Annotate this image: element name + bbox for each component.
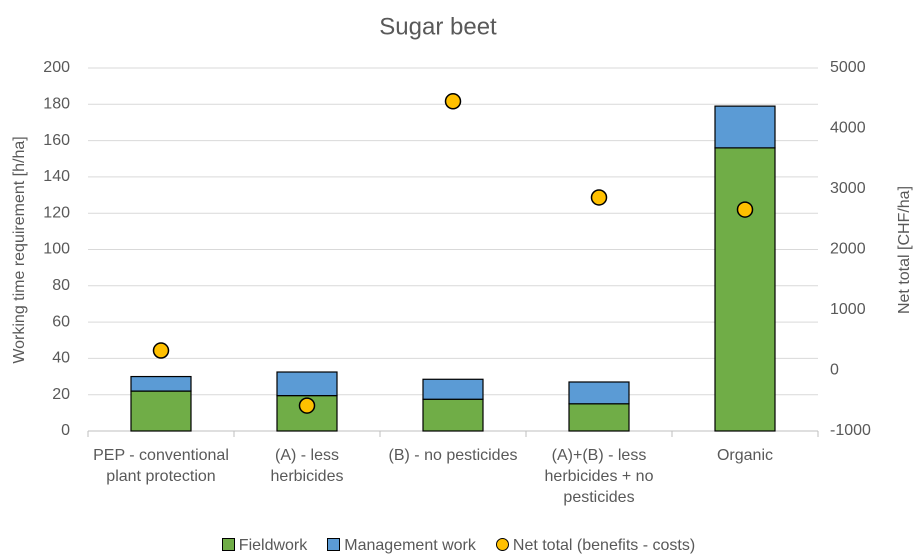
y2-tick-label: 0: [830, 362, 839, 379]
legend-swatch: [495, 538, 509, 551]
y2-tick-label: 3000: [830, 180, 866, 197]
bar-segment: [714, 105, 776, 149]
bar-segment: [130, 390, 192, 432]
x-tick-label: PEP - conventional plant protection: [93, 447, 229, 485]
bar-segment: [422, 378, 484, 400]
y-tick-label: 0: [61, 422, 70, 439]
legend-swatch: [221, 538, 235, 551]
legend-label: Net total (benefits - costs): [512, 537, 696, 554]
y-tick-label: 20: [52, 386, 70, 403]
bar-segment: [422, 398, 484, 432]
y2-tick-label: 2000: [830, 241, 866, 258]
y-tick-label: 140: [43, 168, 70, 185]
bar-segment: [714, 147, 776, 432]
y2-tick-label: -1000: [830, 422, 871, 439]
y-tick-label: 80: [52, 277, 70, 294]
bar-segment: [130, 375, 192, 392]
bar-segment: [568, 403, 630, 432]
y2-tick-label: 1000: [830, 301, 866, 318]
point: [298, 397, 316, 414]
y-tick-label: 100: [43, 241, 70, 258]
legend-item: Fieldwork: [221, 537, 308, 555]
y-tick-label: 160: [43, 132, 70, 149]
legend-swatch: [327, 538, 341, 551]
legend-label: Management work: [344, 537, 476, 554]
legend-item: Management work: [327, 537, 476, 555]
x-tick-label: (A)+(B) - less herbicides + no pesticide…: [544, 447, 654, 506]
y-tick-label: 120: [43, 204, 70, 221]
y-axis-title: Working time requirement [h/ha]: [11, 136, 28, 363]
y-tick-label: 180: [43, 96, 70, 113]
chart-title: Sugar beet: [379, 13, 497, 40]
y-tick-label: 200: [43, 59, 70, 76]
x-tick-label: Organic: [716, 447, 774, 464]
bar-segment: [276, 371, 338, 397]
y2-tick-label: 5000: [830, 59, 866, 76]
y-tick-label: 60: [52, 313, 70, 330]
point: [736, 201, 754, 218]
point: [590, 189, 608, 206]
x-tick-label: (A) - less herbicides: [270, 447, 344, 485]
x-tick-label: (B) - no pesticides: [388, 447, 518, 464]
legend: Fieldwork Management work Net total (benef…: [0, 537, 917, 555]
y2-axis-title: Net total [CHF/ha]: [896, 186, 913, 314]
legend-item: Net total (benefits - costs): [495, 537, 696, 555]
point: [152, 342, 170, 359]
legend-label: Fieldwork: [238, 537, 308, 554]
point: [444, 93, 462, 110]
y2-tick-label: 4000: [830, 120, 866, 137]
y-tick-label: 40: [52, 350, 70, 367]
bar-segment: [568, 381, 630, 405]
